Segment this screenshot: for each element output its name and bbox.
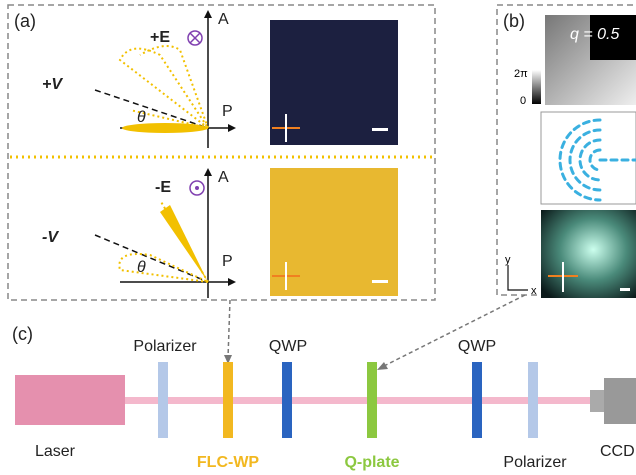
component-label: QWP bbox=[458, 338, 496, 355]
qwp bbox=[472, 362, 482, 438]
field-symbol bbox=[195, 186, 199, 190]
component-label: Polarizer bbox=[503, 454, 567, 471]
scale-bar bbox=[620, 288, 630, 291]
voltage-label: -V bbox=[42, 229, 59, 246]
polarizer bbox=[158, 362, 168, 438]
connector bbox=[228, 300, 230, 358]
qwp bbox=[282, 362, 292, 438]
arrowhead bbox=[228, 124, 236, 132]
colorbar-max: 2π bbox=[514, 68, 528, 80]
figure: (a) A P +E +V θ A P -E -V θ (b) q = 0.5 … bbox=[0, 0, 636, 475]
axis-label: P bbox=[222, 253, 233, 270]
angle-label: θ bbox=[137, 259, 146, 276]
panel-label: (a) bbox=[14, 11, 36, 31]
axis-label: x bbox=[531, 285, 537, 297]
output-image bbox=[541, 210, 636, 298]
arrowhead bbox=[377, 362, 388, 370]
axis-label: A bbox=[218, 11, 229, 28]
connector bbox=[382, 295, 525, 367]
colorbar bbox=[532, 70, 541, 104]
arrowhead bbox=[204, 10, 212, 18]
panel-label: (c) bbox=[12, 324, 33, 344]
axis-label: P bbox=[222, 103, 233, 120]
angle-label: θ bbox=[137, 109, 146, 126]
pattern-frame bbox=[541, 112, 636, 204]
axis-label: A bbox=[218, 169, 229, 186]
polarizer bbox=[528, 362, 538, 438]
cone bbox=[120, 46, 208, 128]
ccd bbox=[604, 378, 636, 424]
director bbox=[160, 205, 208, 282]
component-label: QWP bbox=[269, 338, 307, 355]
arrowhead bbox=[228, 278, 236, 286]
component-label: CCD bbox=[600, 443, 635, 460]
optic-axis bbox=[95, 90, 208, 128]
scale-bar bbox=[372, 280, 388, 283]
component-label: Laser bbox=[35, 443, 76, 460]
field-symbol bbox=[190, 33, 200, 43]
q-plate bbox=[367, 362, 377, 438]
component-label: Polarizer bbox=[133, 338, 197, 355]
voltage-label: +V bbox=[42, 76, 63, 93]
field-label: -E bbox=[155, 179, 171, 196]
micrograph bbox=[270, 20, 398, 145]
ccd-lens bbox=[590, 390, 604, 412]
laser bbox=[15, 375, 125, 425]
field-label: +E bbox=[150, 29, 170, 46]
axes-icon bbox=[508, 265, 528, 290]
axis-label: y bbox=[505, 254, 511, 266]
arrowhead bbox=[204, 168, 212, 176]
director bbox=[122, 123, 208, 133]
component-label: FLC-WP bbox=[197, 454, 260, 471]
component-label: Q-plate bbox=[344, 454, 399, 471]
colorbar-min: 0 bbox=[520, 95, 526, 107]
panel-label: (b) bbox=[503, 11, 525, 31]
q-label: q = 0.5 bbox=[570, 26, 619, 43]
flc-wp bbox=[223, 362, 233, 438]
scale-bar bbox=[372, 128, 388, 131]
